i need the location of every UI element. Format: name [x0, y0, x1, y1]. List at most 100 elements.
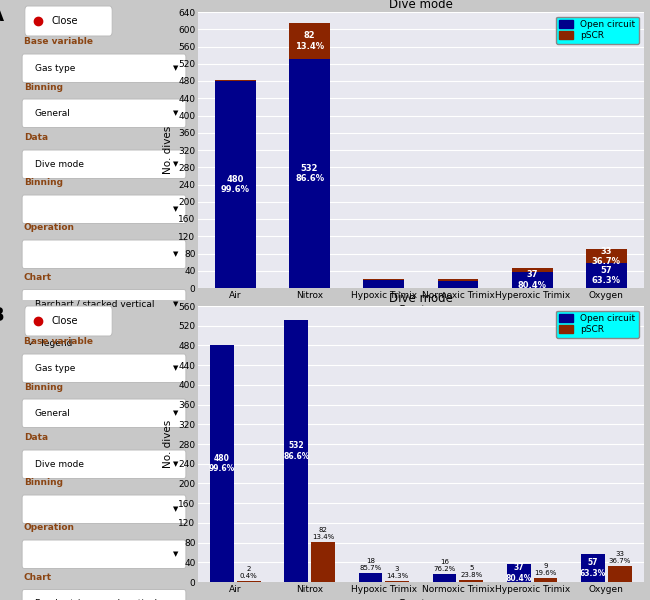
Text: 82
13.4%: 82 13.4%	[312, 527, 334, 539]
FancyBboxPatch shape	[22, 589, 186, 600]
FancyBboxPatch shape	[22, 240, 186, 268]
Text: ▼: ▼	[174, 110, 179, 116]
Bar	[359, 573, 382, 582]
Bar	[460, 580, 483, 582]
Text: Data: Data	[24, 133, 48, 142]
Text: 3
14.3%: 3 14.3%	[386, 566, 408, 578]
Text: A: A	[0, 6, 5, 25]
Text: 33
36.7%: 33 36.7%	[608, 551, 631, 564]
FancyBboxPatch shape	[22, 99, 186, 127]
FancyBboxPatch shape	[22, 289, 186, 318]
Y-axis label: No. dives: No. dives	[162, 420, 173, 468]
FancyBboxPatch shape	[22, 450, 186, 478]
Bar	[586, 249, 627, 263]
FancyBboxPatch shape	[22, 540, 186, 568]
Legend: Open circuit, pSCR: Open circuit, pSCR	[556, 311, 639, 338]
Bar	[237, 581, 261, 582]
Text: 2
0.4%: 2 0.4%	[240, 566, 257, 579]
Text: Dive mode: Dive mode	[35, 160, 84, 169]
Text: ▼: ▼	[174, 461, 179, 467]
Legend: Open circuit, pSCR: Open circuit, pSCR	[556, 17, 639, 44]
FancyBboxPatch shape	[22, 195, 186, 223]
FancyBboxPatch shape	[22, 54, 186, 82]
X-axis label: Gas type: Gas type	[398, 305, 444, 316]
Text: ▼: ▼	[174, 506, 179, 512]
Text: ▼: ▼	[174, 410, 179, 416]
Bar	[215, 80, 255, 81]
Text: Barchart / stacked vertical: Barchart / stacked vertical	[35, 299, 154, 308]
Text: 5
23.8%: 5 23.8%	[460, 565, 482, 578]
Text: Base variable: Base variable	[24, 37, 93, 46]
Y-axis label: No. dives: No. dives	[162, 126, 173, 174]
Text: Binning: Binning	[24, 82, 63, 91]
Text: 480
99.6%: 480 99.6%	[209, 454, 235, 473]
FancyBboxPatch shape	[25, 6, 112, 36]
Text: Barchart / grouped vertical: Barchart / grouped vertical	[35, 599, 157, 600]
Bar	[512, 268, 552, 272]
Text: General: General	[35, 409, 71, 418]
Text: Chart: Chart	[24, 573, 52, 582]
Text: General: General	[35, 109, 71, 118]
Text: ✓  labels: ✓ labels	[27, 321, 68, 330]
Text: 37
80.4%: 37 80.4%	[517, 271, 547, 290]
FancyBboxPatch shape	[22, 495, 186, 523]
Bar	[311, 542, 335, 582]
Text: ▼: ▼	[174, 551, 179, 557]
Text: ▼: ▼	[174, 301, 179, 307]
Bar	[437, 281, 478, 288]
Text: Close: Close	[51, 316, 78, 326]
Text: ▼: ▼	[174, 251, 179, 257]
Bar	[581, 554, 605, 582]
Bar	[586, 263, 627, 288]
Text: Dive mode: Dive mode	[35, 460, 84, 469]
Text: 16
76.2%: 16 76.2%	[434, 559, 456, 572]
FancyBboxPatch shape	[22, 150, 186, 178]
Bar	[289, 23, 330, 59]
Bar	[284, 320, 308, 582]
FancyBboxPatch shape	[25, 306, 112, 336]
Text: Binning: Binning	[24, 478, 63, 487]
Text: Binning: Binning	[24, 383, 63, 391]
Text: Operation: Operation	[24, 223, 75, 232]
Text: ▼: ▼	[174, 161, 179, 167]
Text: 57
63.3%: 57 63.3%	[580, 558, 606, 578]
Text: 33
36.7%: 33 36.7%	[592, 247, 621, 266]
Text: Binning: Binning	[24, 178, 63, 187]
Text: B: B	[0, 306, 4, 325]
FancyBboxPatch shape	[22, 354, 186, 383]
Bar	[289, 59, 330, 288]
Text: 18
85.7%: 18 85.7%	[359, 558, 382, 571]
Title: Dive mode: Dive mode	[389, 0, 453, 11]
Bar	[437, 279, 478, 281]
Text: Base variable: Base variable	[24, 337, 93, 346]
Bar	[512, 272, 552, 288]
Bar	[363, 279, 404, 280]
Text: 532
86.6%: 532 86.6%	[283, 441, 309, 461]
Bar	[507, 564, 530, 582]
Bar	[433, 574, 456, 582]
Text: ▼: ▼	[174, 365, 179, 371]
Text: 57
63.3%: 57 63.3%	[592, 266, 621, 286]
Text: ✓  legend: ✓ legend	[27, 339, 72, 348]
Text: ▼: ▼	[174, 206, 179, 212]
Bar	[608, 566, 632, 582]
Text: Data: Data	[24, 433, 48, 442]
Text: 480
99.6%: 480 99.6%	[221, 175, 250, 194]
Bar	[534, 578, 558, 582]
Text: Gas type: Gas type	[35, 364, 75, 373]
Text: 37
80.4%: 37 80.4%	[506, 563, 532, 583]
Text: Close: Close	[51, 16, 78, 26]
Title: Dive mode: Dive mode	[389, 292, 453, 305]
Bar	[385, 581, 409, 582]
Text: ▼: ▼	[174, 65, 179, 71]
Text: 82
13.4%: 82 13.4%	[295, 31, 324, 50]
Text: Gas type: Gas type	[35, 64, 75, 73]
Bar	[210, 346, 234, 582]
Text: Operation: Operation	[24, 523, 75, 533]
FancyBboxPatch shape	[22, 399, 186, 427]
Text: Chart: Chart	[24, 273, 52, 282]
Text: 532
86.6%: 532 86.6%	[295, 164, 324, 183]
Bar	[215, 81, 255, 288]
X-axis label: Gas type: Gas type	[398, 599, 444, 600]
Text: 9
19.6%: 9 19.6%	[534, 563, 557, 575]
